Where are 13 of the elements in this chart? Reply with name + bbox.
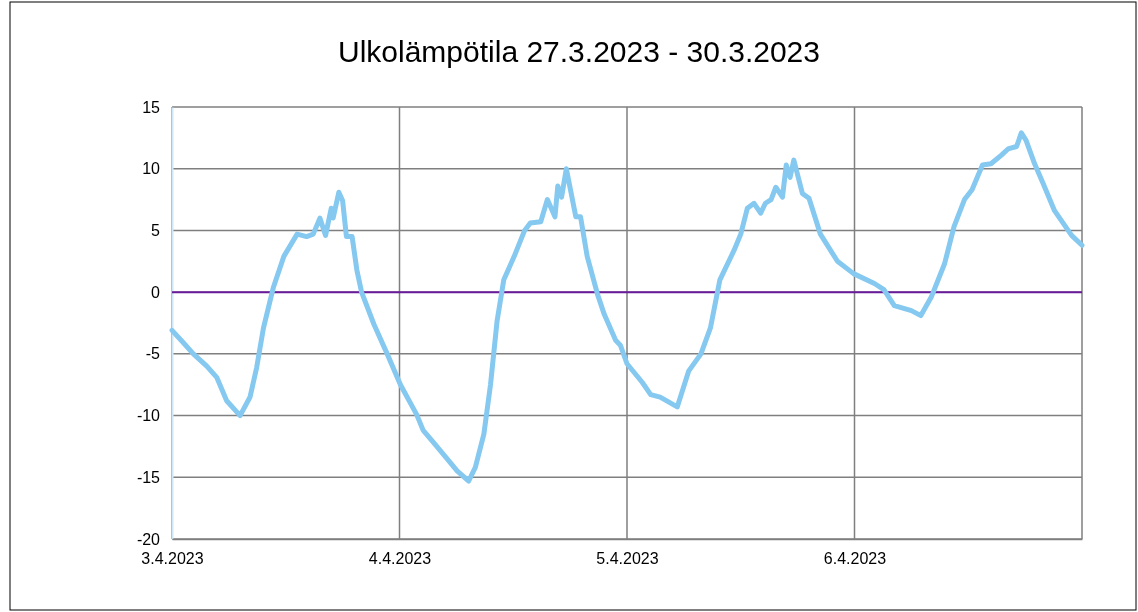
- y-tick-label: 0: [151, 283, 161, 301]
- y-tick-label: -15: [136, 468, 161, 486]
- y-tick-label: -10: [136, 407, 161, 425]
- y-tick-label: 10: [142, 160, 161, 178]
- y-tick-label: -20: [136, 530, 161, 548]
- chart-title: Ulkolämpötila 27.3.2023 - 30.3.2023: [338, 35, 820, 68]
- x-tick-label: 5.4.2023: [596, 550, 659, 568]
- x-tick-label: 4.4.2023: [368, 550, 432, 568]
- x-tick-label: 3.4.2023: [141, 550, 204, 568]
- y-tick-label: 15: [142, 98, 161, 116]
- y-tick-label: 5: [151, 222, 161, 240]
- y-tick-label: -5: [145, 345, 161, 363]
- x-tick-label: 6.4.2023: [823, 550, 887, 568]
